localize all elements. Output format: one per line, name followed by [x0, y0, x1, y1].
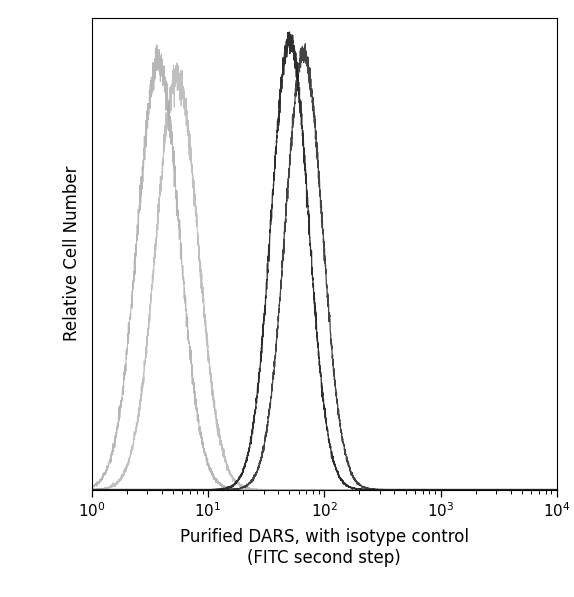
Y-axis label: Relative Cell Number: Relative Cell Number	[63, 166, 81, 341]
X-axis label: Purified DARS, with isotype control
(FITC second step): Purified DARS, with isotype control (FIT…	[180, 528, 469, 567]
